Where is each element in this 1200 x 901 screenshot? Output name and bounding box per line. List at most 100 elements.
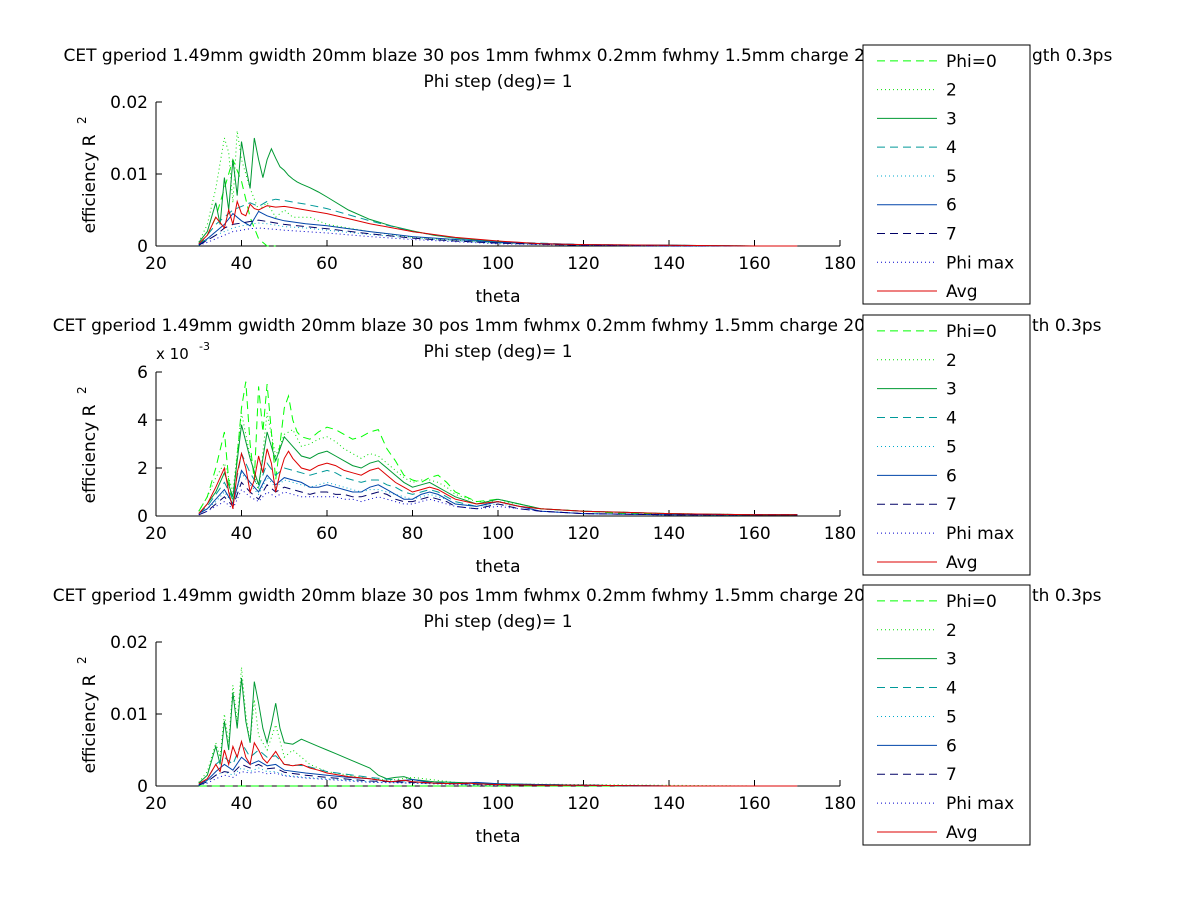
- legend-label: 3: [946, 109, 957, 129]
- x-tick-label: 140: [653, 254, 685, 274]
- y-tick-label: 0: [137, 777, 148, 797]
- x-tick-label: 60: [316, 254, 338, 274]
- legend: Phi=0 2 3 4 5 6 7 Phi max Avg: [862, 584, 1031, 846]
- series-line-8: [198, 488, 798, 516]
- legend-label: 3: [946, 380, 957, 400]
- series-line-2: [198, 130, 798, 247]
- series-line-9: [198, 199, 798, 247]
- x-tick-label: 80: [402, 254, 424, 274]
- x-tick-label: 40: [231, 524, 253, 544]
- legend-label: Phi max: [946, 524, 1014, 544]
- legend-label: 5: [946, 437, 957, 457]
- y-axis-label-sup: 2: [75, 116, 89, 124]
- legend: Phi=0 2 3 4 5 6 7 Phi max Avg: [862, 44, 1031, 305]
- series-line-9: [198, 739, 798, 787]
- legend-label: 4: [946, 679, 957, 699]
- chart-title-left: CET gperiod 1.49mm gwidth 20mm blaze 30 …: [53, 316, 865, 336]
- y-axis-label: efficiency R: [80, 404, 100, 503]
- x-axis-label: theta: [476, 827, 521, 847]
- series-line-3: [198, 424, 798, 516]
- y-axis-label-group: efficiency R 2: [75, 386, 100, 503]
- series-line-8: [198, 227, 798, 247]
- x-tick-label: 20: [145, 254, 167, 274]
- legend-label: 6: [946, 736, 957, 756]
- chart-subtitle: Phi step (deg)= 1: [423, 342, 572, 362]
- x-tick-label: 160: [738, 254, 770, 274]
- x-tick-label: 80: [402, 794, 424, 814]
- subplot-1: CET gperiod 1.49mm gwidth 20mm blaze 30 …: [64, 44, 1112, 307]
- legend-label: Phi=0: [946, 322, 997, 342]
- legend-box: [862, 314, 1031, 576]
- subplot-3: CET gperiod 1.49mm gwidth 20mm blaze 30 …: [53, 584, 1102, 847]
- x-tick-label: 20: [145, 524, 167, 544]
- legend-label: 7: [946, 495, 957, 515]
- chart-title-right: th 0.3ps: [1032, 586, 1102, 606]
- legend-label: Phi max: [946, 794, 1014, 814]
- x-tick-label: 60: [316, 794, 338, 814]
- x-tick-label: 120: [567, 254, 599, 274]
- series-line-6: [198, 469, 798, 516]
- y-tick-label: 0.01: [110, 705, 148, 725]
- legend-label: 5: [946, 707, 957, 727]
- x-tick-label: 120: [567, 524, 599, 544]
- legend-label: 4: [946, 138, 957, 158]
- legend-label: 6: [946, 466, 957, 486]
- series-line-3: [198, 677, 798, 787]
- legend-label: Phi=0: [946, 52, 997, 72]
- legend: Phi=0 2 3 4 5 6 7 Phi max Avg: [862, 314, 1031, 576]
- series-line-9: [198, 448, 798, 516]
- x-tick-label: 20: [145, 794, 167, 814]
- x-tick-label: 80: [402, 524, 424, 544]
- x-axis-label: theta: [476, 557, 521, 577]
- y-exponent-sup: -3: [199, 340, 210, 353]
- y-axis-label-sup: 2: [75, 386, 89, 394]
- y-tick-label: 0: [137, 237, 148, 257]
- x-tick-label: 180: [824, 254, 856, 274]
- y-axis-label-sup: 2: [75, 656, 89, 664]
- x-tick-label: 40: [231, 254, 253, 274]
- legend-label: Phi max: [946, 253, 1014, 273]
- legend-box: [862, 44, 1031, 305]
- chart-title-right: gth 0.3ps: [1032, 46, 1112, 66]
- legend-label: 2: [946, 351, 957, 371]
- legend-label: Phi=0: [946, 592, 997, 612]
- chart-subtitle: Phi step (deg)= 1: [423, 72, 572, 92]
- y-tick-label: 4: [137, 411, 148, 431]
- legend-label: 4: [946, 409, 957, 429]
- x-tick-label: 160: [738, 794, 770, 814]
- y-tick-label: 0: [137, 507, 148, 527]
- x-tick-label: 180: [824, 524, 856, 544]
- x-tick-label: 40: [231, 794, 253, 814]
- chart-title-left: CET gperiod 1.49mm gwidth 20mm blaze 30 …: [64, 46, 865, 66]
- y-axis-label: efficiency R: [80, 674, 100, 773]
- legend-label: 7: [946, 224, 957, 244]
- x-tick-label: 100: [482, 524, 514, 544]
- series-line-6: [198, 756, 798, 787]
- chart-title-left: CET gperiod 1.49mm gwidth 20mm blaze 30 …: [53, 586, 865, 606]
- x-tick-label: 60: [316, 524, 338, 544]
- series-line-4: [198, 451, 798, 516]
- chart-subtitle: Phi step (deg)= 1: [423, 612, 572, 632]
- legend-label: 3: [946, 650, 957, 670]
- x-tick-label: 180: [824, 794, 856, 814]
- y-tick-label: 0.02: [110, 93, 148, 113]
- x-tick-label: 140: [653, 524, 685, 544]
- legend-label: 7: [946, 765, 957, 785]
- subplot-2: CET gperiod 1.49mm gwidth 20mm blaze 30 …: [53, 314, 1102, 577]
- y-tick-label: 0.01: [110, 165, 148, 185]
- y-exponent-label: x 10: [156, 345, 189, 363]
- series-line-7: [198, 481, 798, 516]
- legend-box: [862, 584, 1031, 846]
- legend-label: 6: [946, 196, 957, 216]
- x-tick-label: 100: [482, 794, 514, 814]
- x-axis-label: theta: [476, 287, 521, 307]
- y-axis-label-group: efficiency R 2: [75, 116, 100, 233]
- y-tick-label: 2: [137, 459, 148, 479]
- legend-label: 5: [946, 167, 957, 187]
- x-tick-label: 120: [567, 794, 599, 814]
- legend-label: Avg: [946, 282, 978, 302]
- legend-label: Avg: [946, 823, 978, 843]
- series-line-1: [198, 158, 276, 247]
- series-line-5: [198, 767, 798, 787]
